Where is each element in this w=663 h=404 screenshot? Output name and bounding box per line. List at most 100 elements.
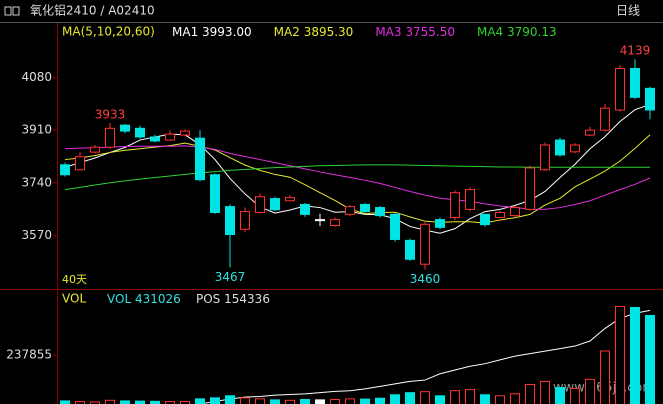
volume-bar xyxy=(570,388,580,404)
candle-body xyxy=(90,146,100,153)
candle-body xyxy=(465,189,475,210)
candle-body xyxy=(375,207,385,217)
candle-body xyxy=(135,127,145,138)
ma-value: 3895.30 xyxy=(304,25,354,39)
candle-body xyxy=(300,203,310,215)
ma-legend: MA2 3895.30 xyxy=(274,25,354,39)
candle-body xyxy=(195,137,205,181)
ma-value: 3790.13 xyxy=(507,25,557,39)
volume-tick-label: 237855 xyxy=(6,348,52,362)
volume-bar xyxy=(525,383,535,404)
volume-bar xyxy=(510,393,520,404)
candle-body xyxy=(75,156,85,171)
candle-body xyxy=(450,192,460,218)
ma-legend: MA4 3790.13 xyxy=(477,25,557,39)
candle-body xyxy=(150,136,160,142)
ma-name: MA2 xyxy=(274,25,300,39)
ma-value: 3993.00 xyxy=(202,25,252,39)
volume-bar xyxy=(405,392,415,404)
candle-body xyxy=(585,129,595,136)
volume-bar xyxy=(360,398,370,404)
volume-bar xyxy=(435,395,445,404)
y-tick-label: 3570 xyxy=(21,228,52,242)
candle-body xyxy=(255,196,265,214)
candle-body xyxy=(345,206,355,215)
y-tick-label: 3910 xyxy=(21,123,52,137)
pos-name: POS xyxy=(196,292,220,306)
candle-body xyxy=(615,68,625,111)
candle-body xyxy=(240,211,250,230)
ma-legend: MA3 3755.50 xyxy=(375,25,455,39)
candle-body xyxy=(495,212,505,218)
volume-bar xyxy=(225,395,235,404)
toolbar-icon[interactable] xyxy=(4,6,20,16)
volume-bar xyxy=(300,398,310,404)
volume-bar xyxy=(120,400,130,404)
volume-bar xyxy=(630,306,640,404)
volume-bar xyxy=(195,398,205,404)
candle-body xyxy=(105,127,115,148)
pos-value: 154336 xyxy=(224,292,270,306)
volume-bar xyxy=(600,350,610,404)
candle-body xyxy=(180,130,190,136)
candle-body xyxy=(225,206,235,235)
volume-bar xyxy=(465,389,475,404)
candle-body xyxy=(435,219,445,228)
volume-value: 431026 xyxy=(135,292,181,306)
symbol: 氧化铝2410 / A02410 xyxy=(30,3,155,18)
volume-bar xyxy=(375,397,385,404)
period-label: 40天 xyxy=(62,273,87,286)
volume-legend: VOL 431026 xyxy=(107,292,181,306)
volume-name: VOL xyxy=(107,292,131,306)
volume-bar xyxy=(315,399,325,404)
low-label: 3467 xyxy=(215,270,246,284)
candle-body xyxy=(645,87,655,111)
candle-body xyxy=(330,219,340,227)
volume-bar xyxy=(420,391,430,404)
candle-body xyxy=(510,207,520,217)
volume-bar xyxy=(540,380,550,404)
volume-bar xyxy=(390,394,400,404)
candle-body xyxy=(165,133,175,141)
volume-bar xyxy=(495,395,505,404)
volume-title: VOL xyxy=(62,292,86,306)
volume-bar xyxy=(240,397,250,404)
candle-body xyxy=(420,223,430,265)
candle-body xyxy=(315,219,325,222)
volume-bar xyxy=(645,314,655,404)
volume-bar xyxy=(60,400,70,404)
low-label: 3460 xyxy=(410,272,441,286)
volume-bar xyxy=(105,399,115,404)
candle-body xyxy=(405,239,415,260)
ma-line xyxy=(64,145,651,210)
ma-line xyxy=(64,103,651,234)
volume-bar xyxy=(285,399,295,404)
ma-value: 3755.50 xyxy=(405,25,455,39)
annotations: 3933 3467 3460 4139 xyxy=(95,44,651,286)
candle-body xyxy=(570,144,580,153)
candle-body xyxy=(525,167,535,210)
volume-bar xyxy=(615,305,625,404)
volume-bar xyxy=(450,390,460,404)
candle-body xyxy=(630,68,640,98)
candle-body xyxy=(555,139,565,156)
candle-body xyxy=(390,213,400,240)
candle-body xyxy=(600,107,610,131)
high-label: 4139 xyxy=(620,44,651,58)
pos-line xyxy=(196,309,651,404)
volume-plot xyxy=(196,309,651,404)
y-tick-label: 4080 xyxy=(21,70,52,84)
candle-body xyxy=(540,144,550,171)
candle-body xyxy=(270,198,280,211)
ma-name: MA3 xyxy=(375,25,401,39)
volume-bar xyxy=(480,394,490,404)
pos-legend: POS 154336 xyxy=(196,292,270,306)
high-label: 3933 xyxy=(95,108,126,122)
volume-bar xyxy=(270,399,280,404)
period[interactable]: 日线 xyxy=(616,4,640,18)
ma-line xyxy=(64,164,651,191)
ma-legend: MA1 3993.00 xyxy=(172,25,252,39)
volume-bar xyxy=(555,387,565,404)
